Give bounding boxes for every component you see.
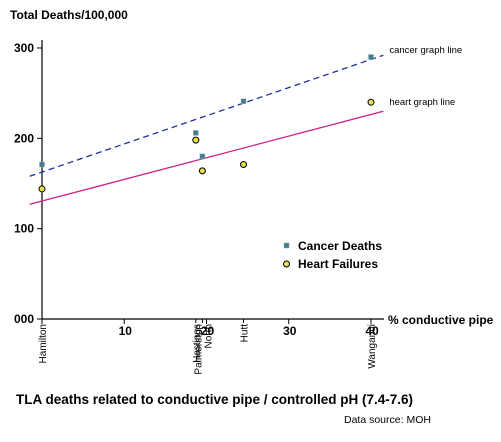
x-tick-label: 10 bbox=[119, 324, 133, 338]
cancer-point bbox=[199, 153, 206, 160]
x-tick-label: 20 bbox=[201, 324, 215, 338]
town-label: Hamilton bbox=[38, 324, 49, 363]
heart-trend-line bbox=[29, 110, 384, 205]
heart-point bbox=[38, 185, 46, 193]
town-label: Palmerston bbox=[193, 324, 204, 375]
town-label: Hutt bbox=[240, 324, 251, 343]
legend-label-heart: Heart Failures bbox=[298, 257, 379, 271]
y-tick-label: 000 bbox=[14, 312, 34, 326]
chart-caption: TLA deaths related to conductive pipe / … bbox=[16, 392, 414, 407]
town-label: North bbox=[203, 324, 214, 348]
y-axis-title: Total Deaths/100,000 bbox=[10, 8, 128, 22]
heart-point bbox=[367, 98, 375, 106]
cancer-point bbox=[240, 98, 247, 105]
data-source: Data source: MOH bbox=[344, 414, 431, 426]
cancer-point bbox=[39, 161, 45, 168]
legend-label-cancer: Cancer Deaths bbox=[298, 239, 383, 253]
x-tick-label: 40 bbox=[365, 324, 379, 338]
heart-point bbox=[240, 161, 248, 169]
heart-point bbox=[192, 136, 200, 144]
town-label: Wanganui bbox=[367, 324, 378, 369]
heart-trend-label: heart graph line bbox=[389, 97, 456, 109]
cancer-point bbox=[193, 130, 199, 136]
y-tick-label: 300 bbox=[14, 41, 34, 55]
square-marker-icon bbox=[283, 242, 290, 249]
cancer-trend-label: cancer graph line bbox=[389, 45, 463, 57]
cancer-point bbox=[368, 54, 374, 60]
x-axis-title: % conductive pipe bbox=[388, 313, 494, 327]
x-tick-label: 30 bbox=[283, 324, 297, 338]
heart-point bbox=[198, 167, 206, 175]
circle-marker-icon bbox=[283, 260, 290, 268]
y-tick-label: 100 bbox=[14, 222, 34, 236]
cancer-trend-line bbox=[29, 54, 384, 177]
town-label: Hastings bbox=[192, 324, 203, 363]
y-tick-label: 200 bbox=[14, 131, 34, 145]
